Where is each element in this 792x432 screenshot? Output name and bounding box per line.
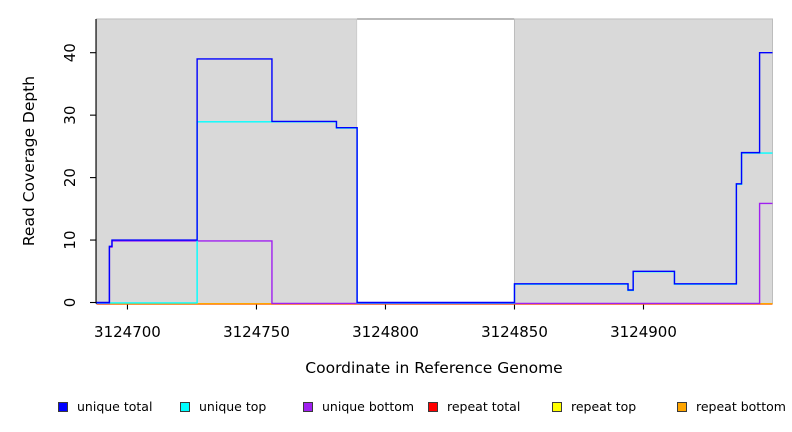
- legend-item-repeat-top: repeat top: [552, 399, 636, 414]
- assembly-gap: [357, 18, 515, 304]
- legend-swatch-unique-total: [58, 401, 68, 412]
- y-tick-label: 20: [61, 168, 79, 187]
- x-tick-label: 3124750: [223, 323, 290, 341]
- x-axis-title: Coordinate in Reference Genome: [305, 359, 563, 377]
- y-tick-label: 40: [61, 43, 79, 62]
- legend-item-repeat-total: repeat total: [428, 399, 520, 414]
- legend-label: unique bottom: [322, 399, 415, 414]
- legend-swatch-unique-bottom: [303, 401, 313, 412]
- coverage-chart-canvas: 0 10 20 30 40 3124700 3124750 3124800 3124850 312…: [61, 18, 773, 341]
- legend-label: unique total: [77, 399, 153, 414]
- y-tick-label: 10: [61, 231, 79, 250]
- legend-label: repeat top: [571, 399, 637, 414]
- legend: unique total unique top unique bottom repea…: [0, 0, 792, 414]
- legend-item-unique-bottom: unique bottom: [303, 399, 414, 414]
- legend-label: repeat bottom: [696, 399, 786, 414]
- covered-region-right: [513, 18, 773, 305]
- legend-item-unique-top: unique top: [180, 399, 266, 414]
- legend-item-unique-total: unique total: [58, 399, 152, 414]
- legend-swatch-repeat-bottom: [677, 401, 687, 412]
- series-line-unique-total: [96, 52, 773, 304]
- y-tick-label: 30: [61, 106, 79, 125]
- legend-label: unique top: [199, 399, 267, 414]
- legend-swatch-repeat-total: [428, 401, 438, 412]
- x-tick-label: 3124700: [94, 323, 161, 341]
- y-axis-title: Read Coverage Depth: [20, 75, 38, 247]
- legend-label: repeat total: [447, 399, 521, 414]
- covered-region-left: [96, 18, 358, 305]
- x-tick-label: 3124800: [352, 323, 419, 341]
- legend-swatch-repeat-top: [552, 401, 562, 412]
- legend-item-repeat-bottom: repeat bottom: [677, 399, 786, 414]
- x-tick-label: 3124850: [481, 323, 548, 341]
- x-tick-label: 3124900: [610, 323, 677, 341]
- y-tick-label: 0: [61, 298, 79, 308]
- legend-swatch-unique-top: [180, 401, 190, 412]
